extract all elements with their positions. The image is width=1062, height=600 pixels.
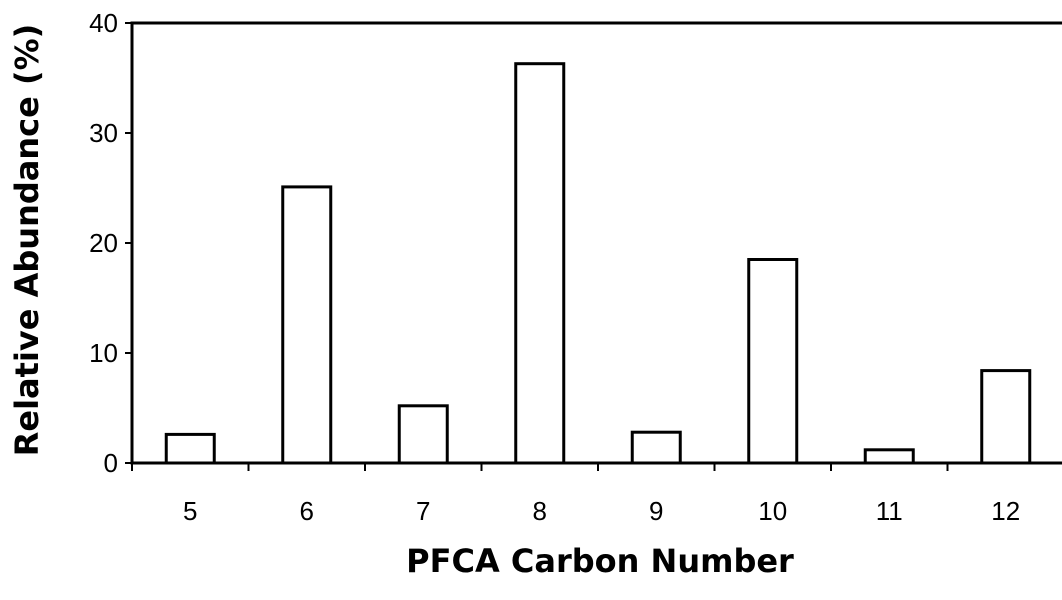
y-tick-label-10: 10 — [89, 338, 118, 368]
y-tick-label-20: 20 — [89, 228, 118, 258]
bar-10 — [747, 258, 799, 465]
x-tick-label-9: 9 — [649, 496, 663, 526]
x-tick-label-11: 11 — [876, 496, 903, 526]
x-tick-label-7: 7 — [416, 496, 430, 526]
x-tick-label-6: 6 — [300, 496, 314, 526]
bar-9 — [630, 430, 682, 465]
bar-11 — [863, 448, 915, 465]
axes-frame — [130, 21, 1062, 465]
bar-12 — [980, 369, 1032, 465]
x-tick-label-12: 12 — [991, 496, 1020, 526]
x-tick-label-5: 5 — [183, 496, 197, 526]
y-tick-label-40: 40 — [89, 8, 118, 38]
bar-7 — [397, 404, 449, 465]
plot-area: 0 10 20 30 40 5 6 7 8 9 10 11 12 — [89, 8, 1062, 526]
bar-8 — [514, 62, 566, 465]
y-tick-label-0: 0 — [104, 448, 118, 478]
bar-5 — [164, 432, 216, 465]
y-tick-label-30: 30 — [89, 118, 118, 148]
bar-6 — [281, 185, 333, 465]
x-tick-label-10: 10 — [758, 496, 787, 526]
y-axis-title: Relative Abundance (%) — [8, 24, 46, 457]
x-tick-label-8: 8 — [533, 496, 547, 526]
x-axis-title: PFCA Carbon Number — [406, 542, 794, 580]
